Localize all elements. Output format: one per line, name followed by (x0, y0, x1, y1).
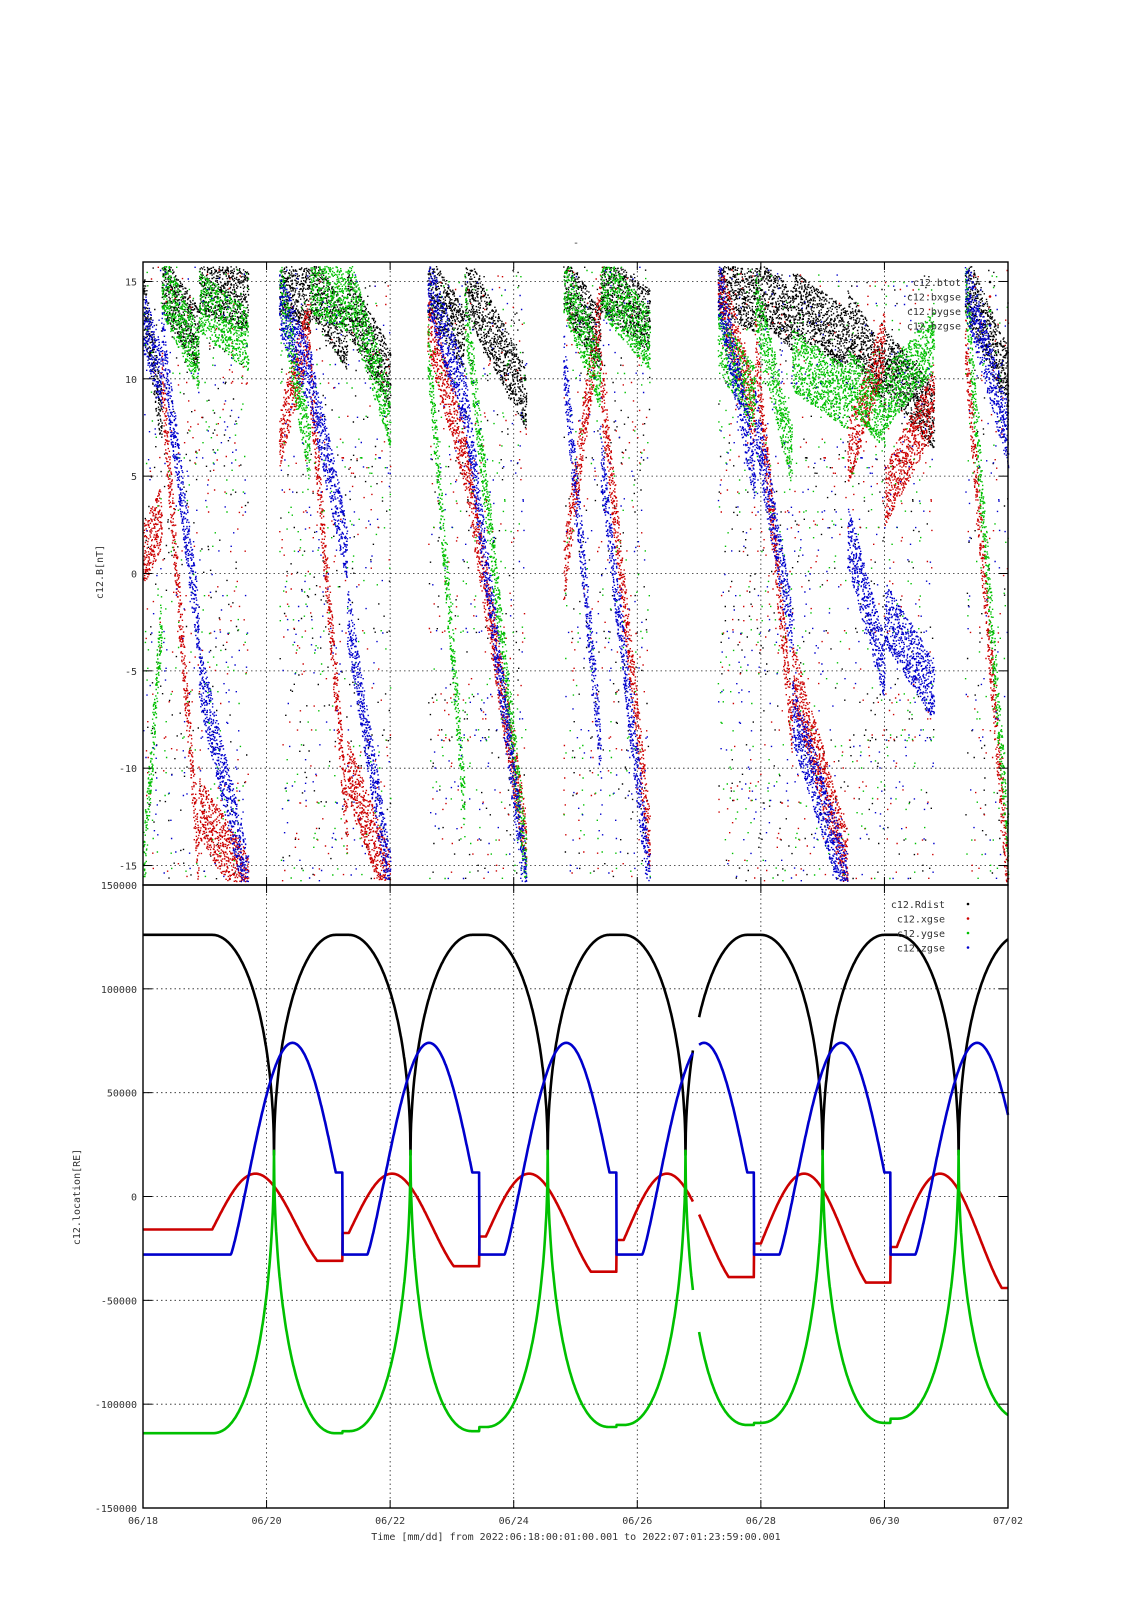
x-tick-labels: 06/18 06/20 06/22 06/24 06/26 06/28 06/30 07/02 (128, 1516, 1023, 1527)
x-tick-label: 06/22 (375, 1516, 405, 1527)
magnetic-field-y-axis-label: c12.B[nT] (95, 545, 106, 599)
location-frame (142, 884, 1009, 1509)
magnetic-field-grid (143, 262, 1008, 885)
scatter-c12.bzgse (143, 266, 1010, 883)
x-axis-label: Time [mm/dd] from 2022:06:18:00:01:00.00… (371, 1532, 780, 1543)
y-tick-label: 100000 (101, 985, 137, 996)
y-tick-label: 150000 (101, 881, 137, 892)
y-tick-label: 50000 (107, 1089, 137, 1100)
legend-entry: c12.bzgse (907, 322, 961, 333)
location-panel: 150000 100000 50000 0 -50000 -100000 -150000 c… (72, 881, 1010, 1515)
line-c12.Rdist (142, 933, 1009, 1157)
line-c12.xgse (142, 1172, 1009, 1290)
legend-entry: c12.ygse (897, 929, 945, 940)
y-tick-label: 10 (125, 375, 137, 386)
magnetic-field-y-tick-labels: 15 10 5 0 -5 -10 -15 (119, 277, 137, 872)
location-y-axis-label: c12.location[RE] (72, 1149, 83, 1245)
location-legend: c12.Rdist c12.xgse c12.ygse c12.zgse (891, 900, 970, 955)
y-tick-label: -15 (119, 862, 137, 873)
magnetic-field-scatter (143, 265, 1010, 883)
y-tick-label: -100000 (95, 1400, 137, 1411)
legend-marker (966, 917, 970, 920)
legend-entry: c12.xgse (897, 915, 945, 926)
location-lines (142, 933, 1010, 1435)
legend-marker (966, 931, 970, 935)
magnetic-field-legend: c12.btot c12.bxgse c12.bygse c12.bzgse (907, 278, 992, 333)
y-tick-label: -150000 (95, 1504, 137, 1515)
figure-title: - (573, 238, 579, 249)
location-y-tick-labels: 150000 100000 50000 0 -50000 -100000 -150000 (95, 881, 137, 1515)
x-tick-label: 07/02 (993, 1516, 1023, 1527)
x-tick-label: 06/18 (128, 1516, 158, 1527)
x-tick-label: 06/30 (869, 1516, 899, 1527)
legend-marker (966, 902, 970, 906)
legend-marker (966, 946, 970, 949)
x-tick-label: 06/28 (746, 1516, 776, 1527)
y-tick-label: -10 (119, 764, 137, 775)
x-tick-label: 06/20 (252, 1516, 282, 1527)
location-grid (143, 885, 1008, 1508)
y-tick-label: 5 (131, 472, 137, 483)
magnetic-field-panel: 15 10 5 0 -5 -10 -15 c12.B[nT] c12.btot c12.bxg… (95, 261, 1010, 886)
legend-entry: c12.Rdist (891, 900, 945, 911)
y-tick-label: 0 (131, 1193, 137, 1204)
line-c12.zgse (142, 1041, 1010, 1256)
y-tick-label: -5 (125, 667, 137, 678)
y-tick-label: -50000 (101, 1296, 137, 1307)
legend-marker (988, 295, 992, 298)
line-c12.ygse (142, 1149, 1009, 1435)
legend-marker (988, 280, 992, 284)
legend-entry: c12.bxgse (907, 293, 961, 304)
legend-marker (988, 324, 992, 327)
legend-entry: c12.zgse (897, 944, 945, 955)
x-tick-label: 06/26 (622, 1516, 652, 1527)
legend-entry: c12.btot (913, 278, 961, 289)
legend-marker (988, 309, 992, 313)
y-tick-label: 0 (131, 570, 137, 581)
x-tick-label: 06/24 (499, 1516, 529, 1527)
legend-entry: c12.bygse (907, 307, 961, 318)
y-tick-label: 15 (125, 277, 137, 288)
